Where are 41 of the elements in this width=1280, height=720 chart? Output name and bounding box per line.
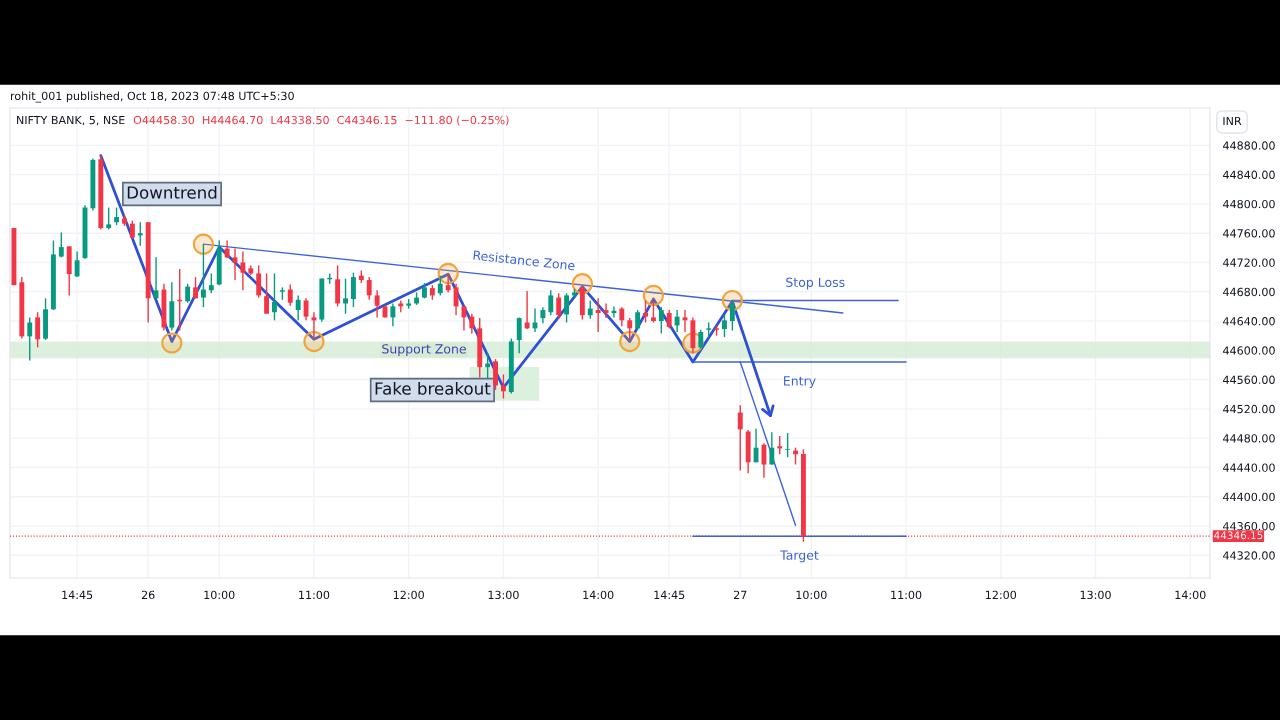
annotation: Downtrend [127, 185, 217, 199]
series-label: Stop Loss [786, 277, 845, 290]
ref-line-label: 44346.15 [1214, 531, 1263, 540]
series-label: Entry [784, 376, 816, 389]
y-tick-label: 44840.00 [1223, 170, 1275, 179]
text: Resistance Zone [473, 250, 576, 271]
band-label: Support Zone [382, 344, 466, 356]
x-tick-label: 10:00 [796, 590, 827, 600]
y-tick-label: 44320.00 [1223, 551, 1275, 560]
y-tick-label: 44600.00 [1223, 346, 1275, 355]
y-tick-label: 44520.00 [1223, 404, 1275, 414]
y-tick-label: 44680.00 [1223, 287, 1275, 297]
x-tick-label: 14:45 [62, 590, 93, 600]
text: NIFTY BANK, 5, NSE [17, 115, 125, 126]
x-tick-label: 27 [734, 590, 747, 599]
y-tick-label: 44560.00 [1223, 375, 1275, 384]
x-tick-label: 14:00 [1175, 590, 1206, 600]
y-tick-label: 44640.00 [1223, 317, 1275, 326]
text: O44458.30 H44464.70 L44338.50 C44346.15 −111.80 (−0.25%) [133, 115, 509, 126]
x-tick-label: 14:00 [583, 590, 614, 600]
annotation: Fake breakout [375, 381, 491, 395]
y-tick-label: 44800.00 [1223, 199, 1275, 209]
x-tick-label: 14:45 [654, 590, 685, 600]
y-tick-label: 44400.00 [1223, 492, 1275, 502]
y-tick-label: 44880.00 [1223, 141, 1275, 150]
y-tick-label: 44720.00 [1223, 258, 1275, 267]
text: INR [1223, 116, 1242, 126]
y-tick-label: 44480.00 [1223, 434, 1275, 443]
series-label: Target [780, 550, 819, 563]
text: rohit_001 published, Oct 18, 2023 07:48 UTC+5:30 [11, 91, 294, 103]
x-tick-label: 10:00 [204, 590, 235, 600]
x-tick-label: 13:00 [488, 590, 519, 600]
x-tick-label: 26 [141, 590, 155, 600]
y-tick-label: 44360.00 [1223, 522, 1275, 531]
x-tick-label: 13:00 [1080, 590, 1111, 600]
y-tick-label: 44760.00 [1223, 229, 1275, 238]
x-tick-label: 11:00 [299, 590, 330, 600]
x-tick-label: 12:00 [986, 590, 1017, 600]
y-tick-label: 44440.00 [1223, 463, 1275, 472]
x-tick-label: 12:00 [393, 590, 424, 600]
x-tick-label: 11:00 [891, 590, 922, 600]
